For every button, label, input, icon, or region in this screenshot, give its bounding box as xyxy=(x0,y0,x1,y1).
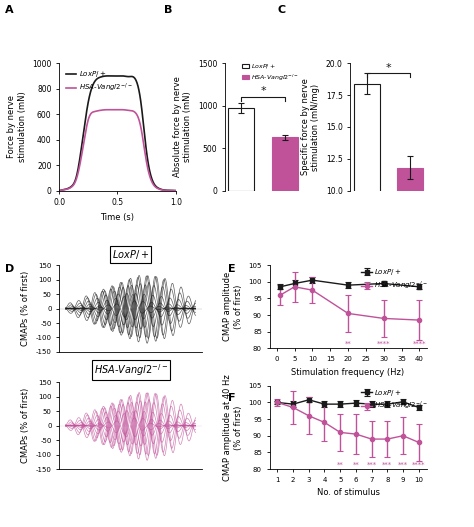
Text: ****: **** xyxy=(413,341,426,347)
LoxP/+ xyxy=(170,187,176,193)
Bar xyxy=(272,137,298,191)
Text: **: ** xyxy=(337,461,344,467)
Line: LoxP/+: LoxP/+ xyxy=(59,76,176,191)
HSA-Vangl2⁻/⁻ xyxy=(112,106,118,113)
Y-axis label: CMAP amplitude
(% of first): CMAP amplitude (% of first) xyxy=(223,272,243,341)
Text: ***: *** xyxy=(366,461,377,467)
Legend: $LoxP/+$, $HSA$-$Vangl2^{-/-}$: $LoxP/+$, $HSA$-$Vangl2^{-/-}$ xyxy=(63,67,135,96)
Bar xyxy=(228,108,255,191)
X-axis label: Stimulation frequency (Hz): Stimulation frequency (Hz) xyxy=(292,367,405,377)
HSA-Vangl2⁻/⁻ xyxy=(118,106,124,113)
Text: **: ** xyxy=(345,341,351,347)
Text: C: C xyxy=(277,5,285,15)
HSA-Vangl2⁻/⁻ xyxy=(126,107,132,113)
HSA-Vangl2⁻/⁻ xyxy=(152,183,158,190)
Text: D: D xyxy=(5,264,14,274)
HSA-Vangl2⁻/⁻ xyxy=(170,188,176,194)
Text: ***: *** xyxy=(382,461,392,467)
Text: *: * xyxy=(260,85,266,95)
Y-axis label: CMAP amplitude at 40 Hz
(% of first): CMAP amplitude at 40 Hz (% of first) xyxy=(223,374,243,481)
HSA-Vangl2⁻/⁻ xyxy=(173,188,179,194)
Y-axis label: CMAPs (% of first): CMAPs (% of first) xyxy=(21,388,30,463)
Legend: $LoxP/+$, $HSA$-$Vangl2^{-/-}$: $LoxP/+$, $HSA$-$Vangl2^{-/-}$ xyxy=(358,265,431,295)
LoxP/+ xyxy=(152,182,158,188)
Y-axis label: CMAPs (% of first): CMAPs (% of first) xyxy=(21,271,30,346)
LoxP/+ xyxy=(118,73,124,79)
LoxP/+ xyxy=(126,73,132,80)
LoxP/+ xyxy=(173,188,179,194)
HSA-Vangl2⁻/⁻ xyxy=(112,106,118,113)
LoxP/+ xyxy=(119,73,125,79)
Text: A: A xyxy=(5,5,13,15)
Text: $HSA$-$Vangl2^{-/-}$: $HSA$-$Vangl2^{-/-}$ xyxy=(93,362,168,378)
Legend: $LoxP/+$, $HSA$-$Vangl2^{-/-}$: $LoxP/+$, $HSA$-$Vangl2^{-/-}$ xyxy=(358,385,431,415)
Y-axis label: Force by nerve
stimulation (mN): Force by nerve stimulation (mN) xyxy=(7,92,27,162)
Y-axis label: Absolute force by nerve
stimulation (mN): Absolute force by nerve stimulation (mN) xyxy=(173,76,192,178)
Text: B: B xyxy=(164,5,172,15)
HSA-Vangl2⁻/⁻ xyxy=(119,106,125,113)
Text: **: ** xyxy=(353,461,359,467)
Bar xyxy=(354,84,380,318)
LoxP/+ xyxy=(112,73,118,79)
Text: $LoxP/+$: $LoxP/+$ xyxy=(112,248,149,261)
Text: *: * xyxy=(386,63,392,73)
X-axis label: No. of stimulus: No. of stimulus xyxy=(317,488,380,497)
Text: E: E xyxy=(228,264,235,274)
LoxP/+ xyxy=(112,73,118,79)
Bar xyxy=(397,168,423,318)
LoxP/+ xyxy=(56,188,62,194)
HSA-Vangl2⁻/⁻ xyxy=(56,188,62,194)
Text: ****: **** xyxy=(377,341,391,347)
X-axis label: Time (s): Time (s) xyxy=(100,213,135,222)
Line: HSA-Vangl2⁻/⁻: HSA-Vangl2⁻/⁻ xyxy=(59,110,176,191)
Text: ****: **** xyxy=(412,461,426,467)
Y-axis label: Specific force by nerve
stimulation (mN/mg): Specific force by nerve stimulation (mN/… xyxy=(301,79,320,175)
Text: F: F xyxy=(228,393,235,403)
Legend: $LoxP/+$, $HSA$-$Vangl2^{-/-}$: $LoxP/+$, $HSA$-$Vangl2^{-/-}$ xyxy=(240,60,302,85)
Text: ***: *** xyxy=(398,461,408,467)
